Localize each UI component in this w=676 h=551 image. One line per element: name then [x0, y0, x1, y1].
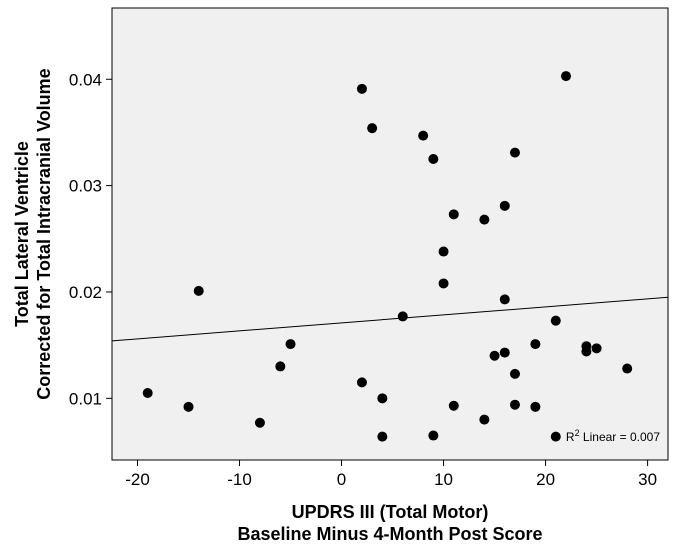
data-point	[530, 401, 541, 412]
data-point	[142, 387, 153, 398]
x-tick-label: -10	[227, 470, 252, 489]
data-point	[509, 368, 520, 379]
data-point	[560, 71, 571, 82]
data-point	[499, 347, 510, 358]
data-point	[581, 346, 592, 357]
data-point	[550, 431, 561, 442]
data-point	[254, 417, 265, 428]
y-tick-label: 0.01	[69, 389, 102, 408]
data-point	[499, 200, 510, 211]
data-point	[622, 363, 633, 374]
y-tick-label: 0.02	[69, 283, 102, 302]
data-point	[591, 343, 602, 354]
data-point	[479, 414, 490, 425]
y-tick-label: 0.04	[69, 70, 102, 89]
data-point	[479, 214, 490, 225]
data-point	[509, 399, 520, 410]
data-point	[377, 393, 388, 404]
y-tick-label: 0.03	[69, 177, 102, 196]
data-point	[285, 339, 296, 350]
data-point	[356, 377, 367, 388]
data-point	[193, 285, 204, 296]
data-point	[428, 430, 439, 441]
plot-area	[111, 7, 669, 461]
x-tick-label: 30	[638, 470, 657, 489]
data-point	[377, 431, 388, 442]
y-axis-title-line-2: Corrected for Total Intracranial Volume	[34, 68, 54, 399]
data-point	[489, 350, 500, 361]
x-tick-label: 10	[434, 470, 453, 489]
data-point	[367, 123, 378, 134]
x-tick-label: 0	[337, 470, 346, 489]
annotation-text: Linear = 0.007	[580, 430, 661, 444]
linear-fit-line	[111, 296, 669, 342]
data-point	[418, 130, 429, 141]
data-point	[183, 401, 194, 412]
x-axis-title-line-1: UPDRS III (Total Motor)	[292, 502, 489, 522]
annotation-base: R	[566, 430, 575, 444]
data-point	[397, 311, 408, 322]
x-axis-title-line-2: Baseline Minus 4-Month Post Score	[237, 524, 542, 544]
data-point	[428, 154, 439, 165]
data-point	[509, 147, 520, 158]
data-point	[499, 294, 510, 305]
x-tick-label: 20	[536, 470, 555, 489]
y-axis-title-line-1: Total Lateral Ventricle	[12, 141, 32, 327]
data-point	[448, 400, 459, 411]
data-point	[448, 209, 459, 220]
data-point	[438, 246, 449, 257]
x-tick-label: -20	[125, 470, 150, 489]
data-point	[275, 361, 286, 372]
data-point	[438, 278, 449, 289]
data-point	[530, 339, 541, 350]
data-point	[550, 315, 561, 326]
annotation-sup: 2	[575, 428, 580, 438]
data-point	[356, 83, 367, 94]
r-squared-annotation: R2 Linear = 0.007	[566, 428, 660, 444]
